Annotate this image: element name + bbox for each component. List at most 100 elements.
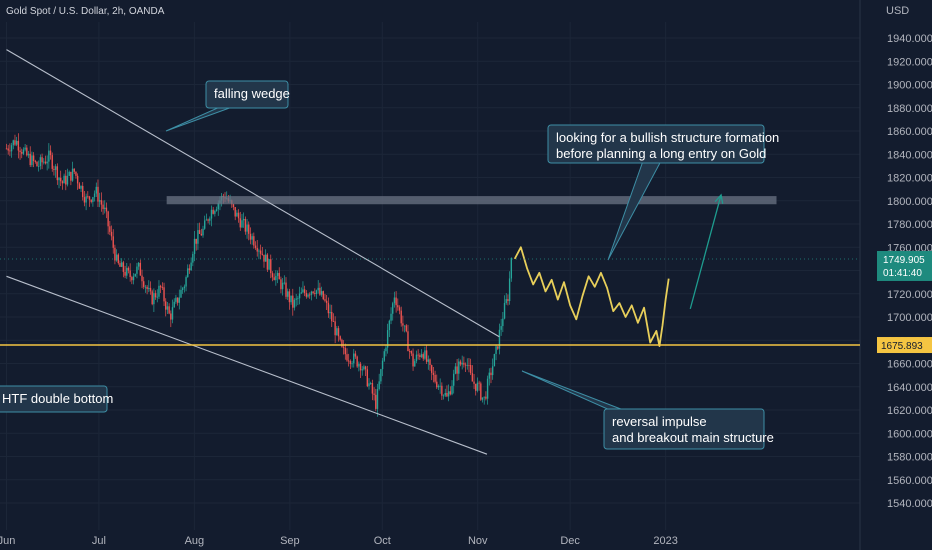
callout-box[interactable]	[0, 385, 108, 413]
candle-body	[473, 381, 475, 384]
candle-body	[300, 292, 302, 294]
candle-body	[63, 175, 65, 184]
candle-body	[22, 149, 25, 154]
candle-body	[502, 318, 504, 327]
candle-body	[453, 373, 455, 386]
candle-body	[375, 394, 377, 409]
candle-body	[129, 270, 131, 278]
candle-body	[481, 397, 484, 400]
candle-body	[39, 157, 42, 167]
candle-body	[203, 220, 206, 229]
y-tick-label: 1540.000	[887, 498, 932, 510]
candle-body	[380, 369, 382, 382]
y-tick-label: 1700.000	[887, 312, 932, 324]
candle-body	[268, 259, 270, 270]
callout-text: HTF double bottom	[2, 391, 113, 406]
candle-body	[46, 161, 48, 164]
candle-body	[110, 231, 113, 237]
callout-box[interactable]	[603, 408, 765, 450]
candle-body	[202, 228, 204, 236]
candle-body	[70, 171, 72, 181]
support-price-label: 1675.893	[881, 341, 923, 352]
candle-body	[36, 161, 38, 167]
candle-body	[464, 364, 467, 366]
price-axis[interactable]: 1940.000 1920.000 1900.000 1880.000 1860.000…	[877, 33, 932, 510]
candle-body	[195, 238, 197, 244]
candle-body	[295, 298, 297, 300]
candle-body	[480, 383, 482, 400]
candle-body	[107, 211, 109, 227]
support-price-tag	[877, 337, 932, 354]
callout-text: before planning a long entry on Gold	[556, 146, 766, 161]
callout-box[interactable]	[205, 80, 289, 109]
candle-body	[405, 325, 407, 332]
candle-body	[292, 295, 294, 308]
candle-body	[305, 293, 308, 297]
candle-body	[48, 150, 50, 162]
projection-path	[513, 246, 670, 347]
candle-body	[246, 224, 248, 232]
candle-body	[127, 267, 130, 271]
candle-body	[425, 350, 428, 362]
candle-body	[390, 313, 392, 321]
candle-body	[287, 291, 289, 297]
candle-body	[126, 267, 128, 276]
candle-body	[414, 361, 416, 367]
candle-body	[7, 148, 9, 151]
y-tick-label: 1800.000	[887, 196, 932, 208]
candle-body	[200, 233, 203, 236]
candle-body	[93, 193, 96, 198]
y-tick-label: 1860.000	[887, 126, 932, 138]
candle-body	[376, 389, 379, 409]
x-tick-label: Jun	[0, 535, 15, 547]
candle-body	[325, 300, 328, 303]
y-tick-label: 1920.000	[887, 56, 932, 68]
candle-body	[122, 262, 125, 272]
candle-body	[336, 328, 338, 336]
candle-body	[281, 282, 284, 290]
candle-body	[104, 207, 106, 210]
candle-body	[334, 321, 336, 336]
candle-body	[185, 277, 187, 287]
candle-body	[239, 218, 241, 228]
candle-body	[368, 383, 370, 387]
time-axis[interactable]: Jun Jul Aug Sep Oct Nov Dec 2023	[0, 535, 678, 547]
candle-body	[173, 301, 175, 308]
candle-body	[293, 299, 296, 308]
overlays-layer	[0, 49, 860, 455]
y-tick-label: 1620.000	[887, 405, 932, 417]
candle-body	[288, 291, 291, 303]
candle-body	[49, 150, 52, 156]
candle-body	[187, 268, 189, 278]
y-tick-label: 1660.000	[887, 359, 932, 371]
candle-body	[190, 262, 192, 271]
candle-body	[217, 202, 219, 210]
candle-body	[232, 204, 235, 208]
candle-body	[154, 293, 157, 298]
candle-body	[78, 183, 81, 189]
candle-body	[468, 364, 470, 366]
candle-body	[485, 396, 487, 399]
candle-body	[258, 250, 260, 252]
candle-body	[90, 199, 92, 202]
candle-body	[400, 310, 402, 324]
candle-body	[9, 150, 11, 152]
callout-text: and breakout main structure	[612, 430, 774, 445]
callout-box[interactable]	[547, 124, 765, 164]
candle-body	[242, 218, 245, 221]
x-tick-label: Nov	[468, 535, 488, 547]
candle-body	[459, 361, 462, 365]
candle-body	[310, 291, 313, 295]
candle-body	[76, 175, 79, 184]
candle-body	[393, 297, 396, 304]
candle-body	[315, 290, 318, 294]
candle-body	[420, 354, 423, 357]
candle-body	[109, 226, 111, 232]
candle-body	[427, 359, 430, 362]
candle-body	[26, 147, 28, 156]
candle-body	[271, 273, 274, 278]
candle-body	[497, 346, 499, 349]
candle-body	[307, 294, 309, 297]
candle-body	[297, 298, 299, 300]
